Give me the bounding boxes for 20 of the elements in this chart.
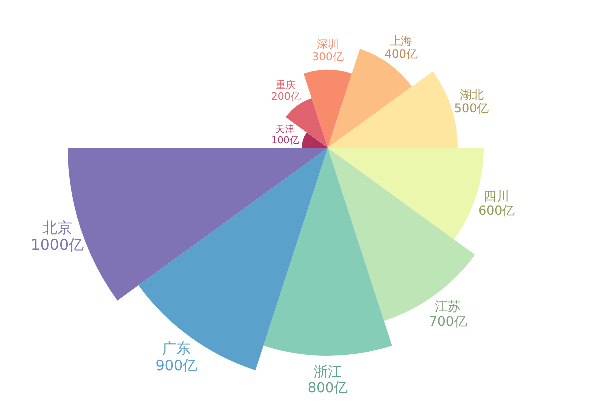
category-label: 浙江 xyxy=(314,364,342,380)
data-label: 600亿 xyxy=(478,202,516,218)
data-label: 1000亿 xyxy=(30,236,84,254)
data-label: 800亿 xyxy=(308,380,348,396)
category-label: 四川 xyxy=(484,188,510,204)
category-label: 江苏 xyxy=(435,300,462,315)
data-label: 500亿 xyxy=(454,102,490,116)
category-label: 上海 xyxy=(390,34,412,48)
data-label: 900亿 xyxy=(156,358,198,374)
data-label: 100亿 xyxy=(271,135,300,146)
category-label: 北京 xyxy=(42,218,72,237)
category-label: 广东 xyxy=(162,342,190,358)
category-label: 湖北 xyxy=(460,88,484,102)
data-label: 700亿 xyxy=(429,315,468,330)
category-label: 天津 xyxy=(276,123,296,136)
category-label: 重庆 xyxy=(276,79,296,92)
category-label: 深圳 xyxy=(317,38,339,51)
data-label: 400亿 xyxy=(384,47,418,62)
data-label: 300亿 xyxy=(312,50,344,64)
data-label: 200亿 xyxy=(271,92,301,104)
